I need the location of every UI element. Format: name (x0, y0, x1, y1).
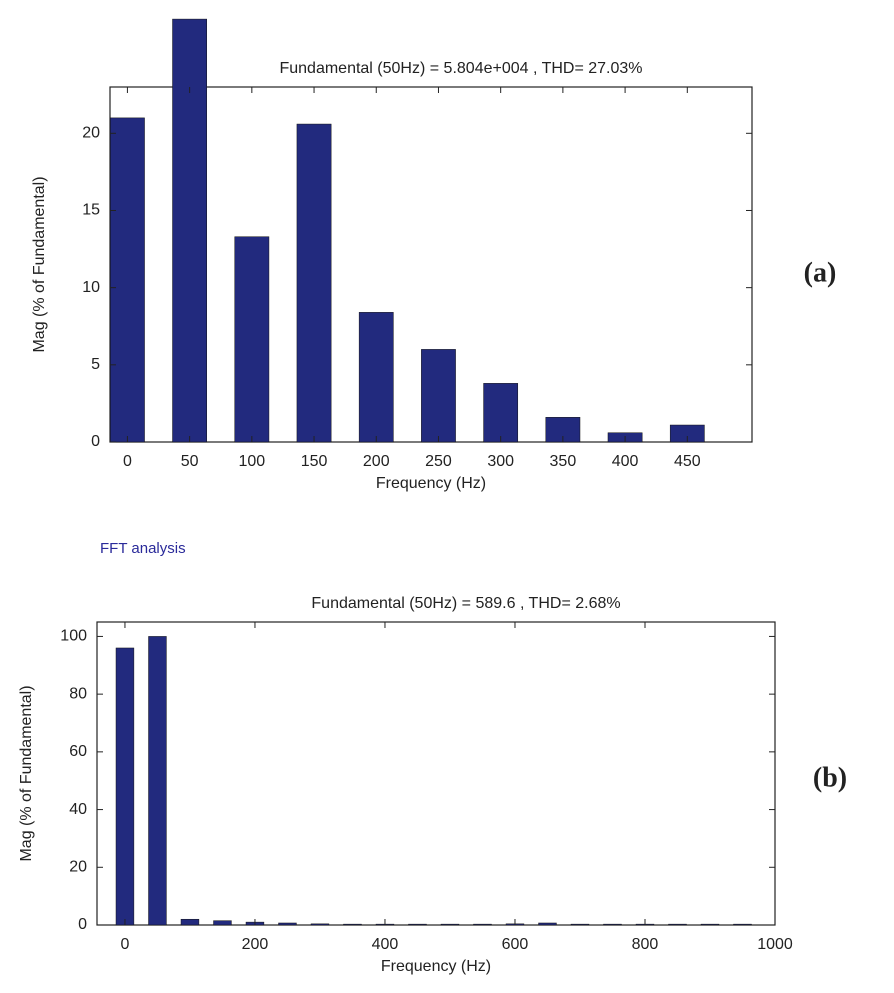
y-axis-label: Mag (% of Fundamental) (31, 176, 48, 352)
y-tick-label: 15 (82, 202, 100, 219)
bar (668, 923, 687, 926)
x-tick-label: 1000 (757, 936, 793, 953)
panel-label: (a) (804, 257, 837, 288)
bar (343, 923, 362, 926)
bar (278, 922, 297, 926)
x-tick-label: 50 (181, 453, 199, 470)
x-axis-label: Frequency (Hz) (376, 475, 486, 492)
x-tick-label: 400 (612, 453, 639, 470)
x-tick-label: 0 (123, 453, 132, 470)
bar (234, 236, 270, 443)
bar (603, 923, 622, 926)
y-tick-label: 40 (69, 801, 87, 818)
bar (115, 647, 135, 926)
x-tick-label: 0 (120, 936, 129, 953)
x-tick-label: 300 (487, 453, 514, 470)
x-tick-label: 250 (425, 453, 452, 470)
y-tick-label: 20 (69, 859, 87, 876)
y-tick-label: 80 (69, 685, 87, 702)
x-tick-label: 600 (502, 936, 529, 953)
bar (180, 918, 200, 926)
y-tick-label: 0 (78, 916, 87, 933)
bar (538, 922, 557, 926)
x-tick-label: 800 (632, 936, 659, 953)
window-title: FFT analysis (100, 540, 186, 557)
chart-title: Fundamental (50Hz) = 589.6 , THD= 2.68% (311, 595, 620, 612)
y-tick-label: 60 (69, 743, 87, 760)
y-tick-label: 10 (82, 279, 100, 296)
y-tick-label: 5 (91, 356, 100, 373)
y-axis-label: Mag (% of Fundamental) (18, 685, 35, 861)
bar (213, 920, 232, 926)
bar (440, 923, 460, 926)
bar (110, 117, 145, 443)
bar (473, 923, 492, 926)
plot-area (96, 621, 776, 926)
x-tick-label: 450 (674, 453, 701, 470)
bar (358, 312, 394, 443)
x-tick-label: 200 (242, 936, 269, 953)
bar (408, 923, 427, 926)
y-tick-label: 100 (60, 628, 87, 645)
chart-title: Fundamental (50Hz) = 5.804e+004 , THD= 2… (279, 60, 642, 77)
x-tick-label: 350 (550, 453, 577, 470)
bar (148, 636, 167, 926)
panel-label: (b) (813, 762, 847, 793)
y-tick-label: 0 (91, 433, 100, 450)
x-tick-label: 400 (372, 936, 399, 953)
bar (421, 349, 456, 443)
bar (483, 383, 519, 443)
bar (310, 923, 330, 926)
x-axis-label: Frequency (Hz) (381, 958, 491, 975)
bar (733, 923, 752, 926)
y-tick-label: 20 (82, 125, 100, 142)
bar (570, 923, 590, 926)
x-tick-label: 100 (238, 453, 265, 470)
bar (700, 923, 720, 926)
bar (296, 123, 332, 443)
bar (172, 18, 207, 443)
x-tick-label: 200 (363, 453, 390, 470)
x-tick-label: 150 (301, 453, 328, 470)
